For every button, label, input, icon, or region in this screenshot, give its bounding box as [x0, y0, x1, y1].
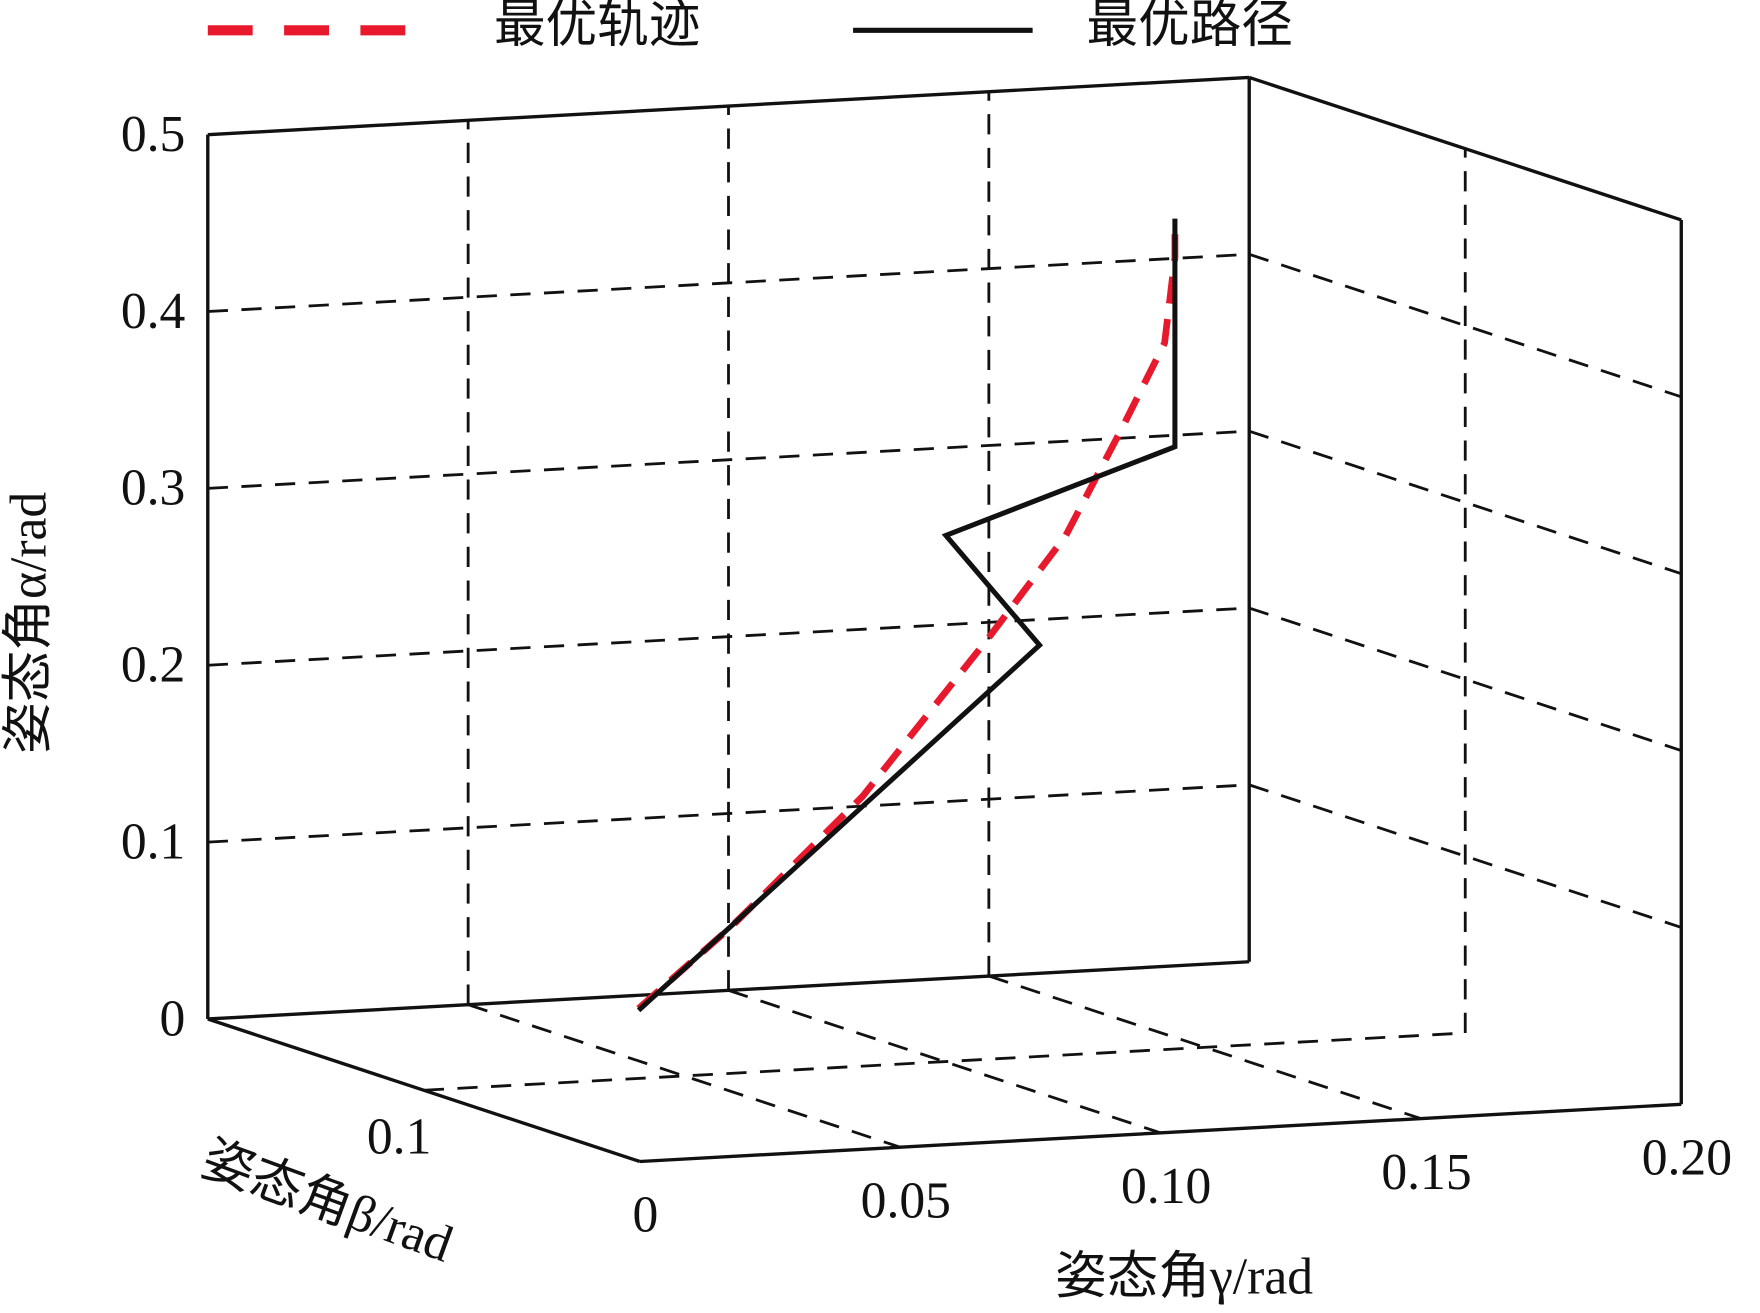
- grid-line: [1248, 606, 1682, 752]
- series-line: [636, 218, 1179, 1012]
- z-tick-label: 0.1: [121, 813, 186, 870]
- grid-line: [1248, 252, 1682, 399]
- x-tick-label: 0.15: [1381, 1144, 1471, 1201]
- grid-line: [988, 974, 1422, 1120]
- x-tick-label: 0.20: [1642, 1129, 1732, 1186]
- grid-line: [207, 429, 1250, 490]
- z-tick-label: 0: [160, 990, 186, 1047]
- z-tick-label: 0.4: [121, 283, 186, 340]
- grid-line: [423, 1031, 1466, 1092]
- grid-line: [1248, 429, 1682, 576]
- x-tick-label: 0.10: [1121, 1158, 1211, 1215]
- x-axis-label: 姿态角γ/rad: [1055, 1248, 1313, 1305]
- x-tick-label: 0.05: [861, 1172, 951, 1229]
- x-tick-label: 0: [633, 1187, 659, 1244]
- z-tick-label: 0.2: [121, 637, 186, 694]
- grid-line: [728, 989, 1161, 1135]
- z-axis-label: 姿态角α/rad: [1, 492, 58, 754]
- z-tick-label: 0.3: [121, 460, 186, 517]
- z-tick-label: 0.5: [121, 106, 186, 163]
- legend-label: 最优轨迹: [494, 0, 700, 54]
- grid-line: [1248, 783, 1682, 929]
- series-line: [636, 218, 1178, 1013]
- legend-label: 最优路径: [1086, 0, 1292, 54]
- y-tick-label: 0.1: [367, 1109, 432, 1166]
- grid-line: [467, 1003, 901, 1149]
